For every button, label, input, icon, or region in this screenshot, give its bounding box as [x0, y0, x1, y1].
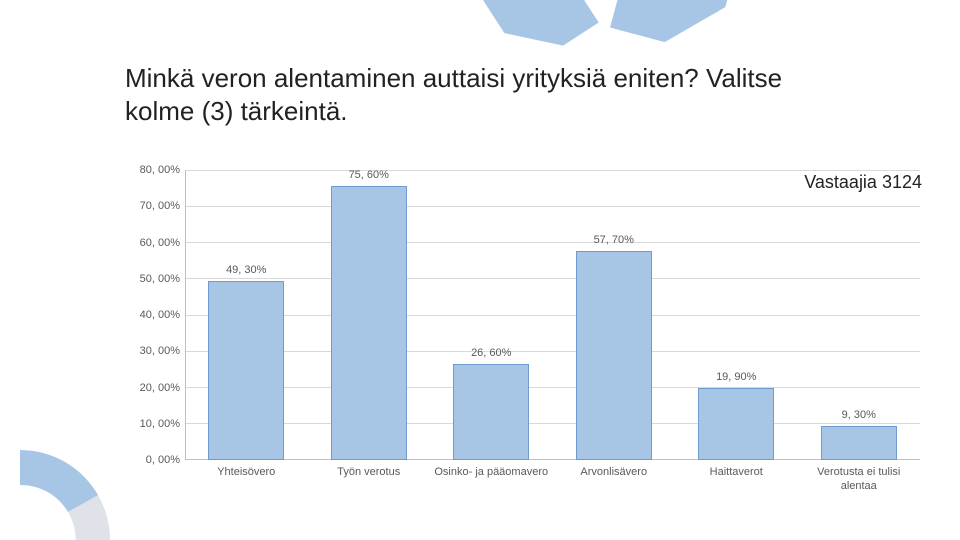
chart-bars: 49, 30% 75, 60% 26, 60% 57, 70% 19, 90% 9, 30…	[185, 170, 920, 460]
chart-bar-slot: 26, 60%	[430, 170, 553, 460]
chart-ytick: 50, 00%	[128, 273, 180, 285]
chart-bar-value: 26, 60%	[471, 347, 511, 359]
chart-ytick: 30, 00%	[128, 345, 180, 357]
chart-bar-value: 57, 70%	[594, 234, 634, 246]
chart-bar-value: 19, 90%	[716, 371, 756, 383]
chart-bar-slot: 49, 30%	[185, 170, 308, 460]
chart-ytick: 10, 00%	[128, 418, 180, 430]
chart-bar-slot: 75, 60%	[308, 170, 431, 460]
chart-xlabel: Arvonlisävero	[553, 462, 676, 500]
tax-chart: 49, 30% 75, 60% 26, 60% 57, 70% 19, 90% 9, 30…	[128, 170, 920, 500]
chart-ytick: 60, 00%	[128, 237, 180, 249]
chart-xlabel: Työn verotus	[308, 462, 431, 500]
chart-ytick: 0, 00%	[128, 454, 180, 466]
chart-xlabel: Haittaverot	[675, 462, 798, 500]
chart-ytick: 40, 00%	[128, 309, 180, 321]
chart-xlabel: Yhteisövero	[185, 462, 308, 500]
chart-bar-value: 9, 30%	[842, 409, 876, 421]
chart-bar-value: 75, 60%	[349, 169, 389, 181]
chart-bar: 19, 90%	[698, 388, 774, 460]
page-title: Minkä veron alentaminen auttaisi yrityks…	[125, 62, 825, 127]
chart-bar: 57, 70%	[576, 251, 652, 460]
chart-bar: 9, 30%	[821, 426, 897, 460]
chart-bar-value: 49, 30%	[226, 264, 266, 276]
chart-bar: 75, 60%	[331, 186, 407, 460]
chart-ytick: 20, 00%	[128, 382, 180, 394]
chart-xlabel: Verotusta ei tulisi alentaa	[798, 462, 921, 500]
chart-bar: 26, 60%	[453, 364, 529, 460]
chart-bar-slot: 9, 30%	[798, 170, 921, 460]
chart-bar: 49, 30%	[208, 281, 284, 460]
chart-xlabel: Osinko- ja pääomavero	[430, 462, 553, 500]
chart-ytick: 80, 00%	[128, 164, 180, 176]
chart-xlabels: YhteisöveroTyön verotusOsinko- ja pääoma…	[185, 462, 920, 500]
chart-bar-slot: 19, 90%	[675, 170, 798, 460]
chart-ytick: 70, 00%	[128, 200, 180, 212]
chart-bar-slot: 57, 70%	[553, 170, 676, 460]
